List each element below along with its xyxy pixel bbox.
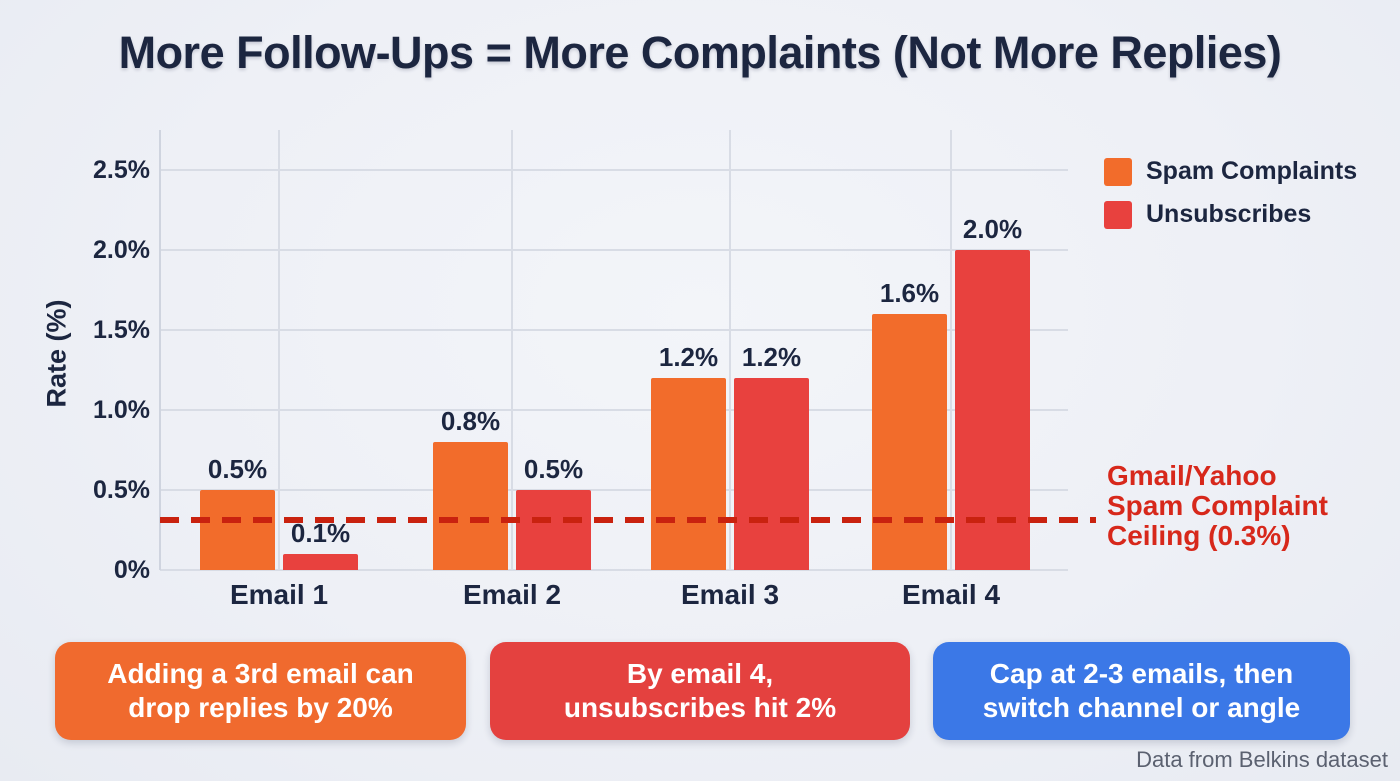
legend-label: Spam Complaints bbox=[1146, 157, 1358, 185]
horizontal-gridline bbox=[160, 169, 1068, 171]
bar-spam-complaints bbox=[651, 378, 726, 570]
chart-legend: Spam Complaints Unsubscribes bbox=[1104, 157, 1357, 243]
callout-text-line: By email 4, bbox=[626, 658, 774, 689]
legend-item-spam-complaints: Spam Complaints bbox=[1104, 157, 1357, 186]
unsubscribes-swatch-icon bbox=[1104, 200, 1132, 229]
y-tick-label: 1.5% bbox=[93, 316, 150, 344]
y-tick-label: 0% bbox=[113, 556, 150, 584]
bar-value-label: 2.0% bbox=[962, 214, 1023, 244]
bar-unsubscribes bbox=[955, 250, 1030, 570]
callout-text-line: switch channel or angle bbox=[982, 692, 1301, 723]
chart-title: More Follow-Ups = More Complaints (Not M… bbox=[118, 27, 1282, 78]
horizontal-gridline bbox=[160, 249, 1068, 251]
vertical-gridline bbox=[278, 130, 280, 570]
x-axis-category-label: Email 4 bbox=[901, 579, 1001, 610]
y-tick-label: 0.5% bbox=[93, 476, 150, 504]
y-tick-label: 2.5% bbox=[93, 156, 150, 184]
callout-text-line: drop replies by 20% bbox=[128, 692, 393, 723]
bar-value-label: 0.5% bbox=[207, 454, 268, 484]
legend-label: Unsubscribes bbox=[1146, 200, 1312, 228]
vertical-gridline bbox=[511, 130, 513, 570]
bar-value-label: 0.1% bbox=[290, 518, 351, 548]
bar-unsubscribes bbox=[516, 490, 591, 570]
vertical-gridline bbox=[950, 130, 952, 570]
bar-spam-complaints bbox=[433, 442, 508, 570]
x-axis-category-label: Email 2 bbox=[462, 579, 562, 610]
callout-text-line: Adding a 3rd email can bbox=[107, 658, 414, 689]
x-axis-category-label: Email 1 bbox=[229, 579, 329, 610]
horizontal-gridline bbox=[160, 569, 1068, 571]
y-tick-label: 2.0% bbox=[93, 236, 150, 264]
bar-value-label: 1.6% bbox=[879, 278, 940, 308]
bar-value-label: 0.5% bbox=[523, 454, 584, 484]
horizontal-gridline bbox=[160, 489, 1068, 491]
bar-value-label: 1.2% bbox=[741, 342, 802, 372]
callout-text-line: Cap at 2-3 emails, then bbox=[989, 658, 1294, 689]
bar-value-label: 0.8% bbox=[440, 406, 501, 436]
callout-box-unsubscribes: By email 4, unsubscribes hit 2% bbox=[490, 642, 910, 740]
y-tick-label: 1.0% bbox=[93, 396, 150, 424]
spam-ceiling-annotation: Gmail/Yahoo Spam Complaint Ceiling (0.3%… bbox=[1107, 461, 1328, 551]
spam-ceiling-dashed-line bbox=[160, 517, 1096, 523]
bar-spam-complaints bbox=[872, 314, 947, 570]
annotation-line: Gmail/Yahoo bbox=[1107, 460, 1277, 491]
legend-item-unsubscribes: Unsubscribes bbox=[1104, 200, 1357, 229]
annotation-line: Spam Complaint bbox=[1107, 490, 1328, 521]
callout-box-recommendation: Cap at 2-3 emails, then switch channel o… bbox=[933, 642, 1350, 740]
bar-unsubscribes bbox=[734, 378, 809, 570]
bar-unsubscribes bbox=[283, 554, 358, 570]
horizontal-gridline bbox=[160, 409, 1068, 411]
x-axis-category-label: Email 3 bbox=[680, 579, 780, 610]
annotation-line: Ceiling (0.3%) bbox=[1107, 520, 1291, 551]
horizontal-gridline bbox=[160, 329, 1068, 331]
data-source-credit: Data from Belkins dataset bbox=[1136, 747, 1388, 772]
bar-spam-complaints bbox=[200, 490, 275, 570]
callout-text-line: unsubscribes hit 2% bbox=[563, 692, 837, 723]
y-axis-label: Rate (%) bbox=[41, 299, 72, 408]
bar-value-label: 1.2% bbox=[658, 342, 719, 372]
y-axis-line bbox=[159, 130, 161, 570]
vertical-gridline bbox=[729, 130, 731, 570]
callout-box-replies-drop: Adding a 3rd email can drop replies by 2… bbox=[55, 642, 466, 740]
spam-complaints-swatch-icon bbox=[1104, 157, 1132, 186]
